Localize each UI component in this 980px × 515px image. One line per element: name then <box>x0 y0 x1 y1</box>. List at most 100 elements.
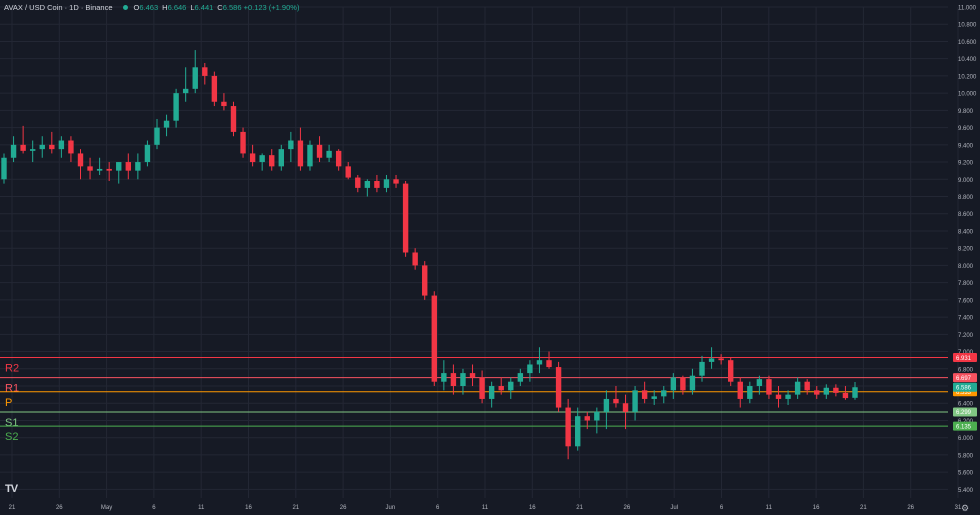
y-tick-label: 11.000 <box>958 6 977 12</box>
candle-body <box>77 153 84 167</box>
ohlc-high: H6.646 <box>162 3 187 12</box>
chart-header: AVAX / USD Coin · 1D · Binance O6.463 H6… <box>4 3 299 12</box>
candle <box>699 355 705 382</box>
x-tick-label: Jul <box>670 505 678 511</box>
candle <box>488 381 495 408</box>
level-label-s1: S1 <box>5 417 18 429</box>
candle <box>288 131 294 163</box>
candle <box>345 162 351 180</box>
candle-body <box>383 179 390 188</box>
candle <box>1 153 7 184</box>
candle-body <box>249 153 256 163</box>
candle <box>603 390 610 430</box>
candle <box>794 377 801 399</box>
candle <box>422 261 428 300</box>
candle <box>106 162 112 182</box>
candle <box>594 407 600 434</box>
level-tag-value: 6.931 <box>956 356 972 362</box>
candle-body <box>613 398 619 404</box>
x-tick-label: 16 <box>813 505 820 511</box>
candle <box>785 390 791 405</box>
candle <box>498 377 504 395</box>
candle-body <box>355 177 361 188</box>
candle-body <box>221 101 227 107</box>
x-tick-label: 31 <box>955 505 962 511</box>
candle-body <box>479 377 485 399</box>
y-tick-label: 5.600 <box>958 471 974 477</box>
level-tag-bg <box>953 373 977 383</box>
candle-body <box>39 144 45 150</box>
y-tick-label: 5.400 <box>958 488 974 494</box>
tradingview-logo-icon[interactable]: TV <box>5 483 18 495</box>
price-axis[interactable]: 11.000 10.800 10.600 10.400 10.200 10.000 9.80… <box>958 6 977 494</box>
candle-body <box>670 377 677 391</box>
candle-body <box>727 360 734 382</box>
candle <box>718 354 724 365</box>
x-tick-label: 21 <box>576 505 583 511</box>
y-tick-label: 9.800 <box>958 109 974 115</box>
level-tag-value: 6.135 <box>956 424 972 430</box>
candle <box>469 364 476 387</box>
candle-body <box>297 140 304 167</box>
candle <box>441 360 447 391</box>
x-tick-label: 26 <box>624 505 631 511</box>
x-tick-label: 11 <box>198 505 205 511</box>
symbol-title[interactable]: AVAX / USD Coin · 1D · Binance <box>4 3 113 12</box>
candle <box>58 136 65 158</box>
candle <box>297 127 304 171</box>
candle <box>747 381 753 404</box>
candle-body <box>1 157 7 180</box>
candle <box>87 157 93 180</box>
candle-body <box>804 381 810 391</box>
level-price-tag: 6.299 <box>953 407 977 417</box>
candle-body <box>240 131 246 154</box>
candle-body <box>546 360 552 368</box>
x-tick-label: 16 <box>529 505 536 511</box>
y-tick-label: 7.400 <box>958 316 974 322</box>
candle <box>96 157 103 175</box>
candle <box>249 144 256 167</box>
y-tick-label: 10.200 <box>958 74 977 80</box>
x-tick-label: Jun <box>386 505 396 511</box>
candles <box>1 50 858 460</box>
candle <box>527 360 533 382</box>
candle-body <box>651 396 657 399</box>
y-tick-label: 9.400 <box>958 143 974 149</box>
candle <box>727 357 734 387</box>
candle-body <box>747 386 753 399</box>
x-tick-label: 21 <box>9 505 16 511</box>
candle <box>364 179 371 197</box>
ohlc-low: L6.441 <box>190 3 214 12</box>
y-tick-label: 6.400 <box>958 402 974 408</box>
candle-body <box>125 162 132 171</box>
candle-body <box>259 155 265 163</box>
candle-body <box>431 295 437 382</box>
gear-icon[interactable]: ⚙ <box>961 503 970 513</box>
candle-body <box>766 379 772 395</box>
candle <box>125 153 132 180</box>
candle <box>536 347 543 374</box>
candle-body <box>211 75 218 102</box>
candle-body <box>737 381 743 399</box>
candle-body <box>508 381 514 391</box>
candle-body <box>96 168 103 171</box>
candle <box>10 136 17 163</box>
candle-body <box>814 390 820 395</box>
y-tick-label: 7.800 <box>958 281 974 287</box>
candle-body <box>460 373 466 387</box>
candle <box>230 101 237 137</box>
y-tick-label: 10.800 <box>958 23 977 29</box>
last-price-tag: 6.586 <box>953 382 977 392</box>
time-axis[interactable]: 21 26 May 6 11 16 21 26 Jun 6 11 16 21 26 Jul 6 11 16 21 26… <box>9 505 962 511</box>
x-tick-label: 26 <box>56 505 63 511</box>
candle <box>135 153 141 180</box>
y-tick-label: 8.000 <box>958 264 974 270</box>
candle-body <box>278 149 284 167</box>
x-tick-label: 26 <box>340 505 347 511</box>
level-label-r1: R1 <box>5 383 19 395</box>
candle <box>555 361 562 412</box>
candle-body <box>603 398 610 412</box>
candle <box>661 386 667 404</box>
candle <box>632 386 638 421</box>
